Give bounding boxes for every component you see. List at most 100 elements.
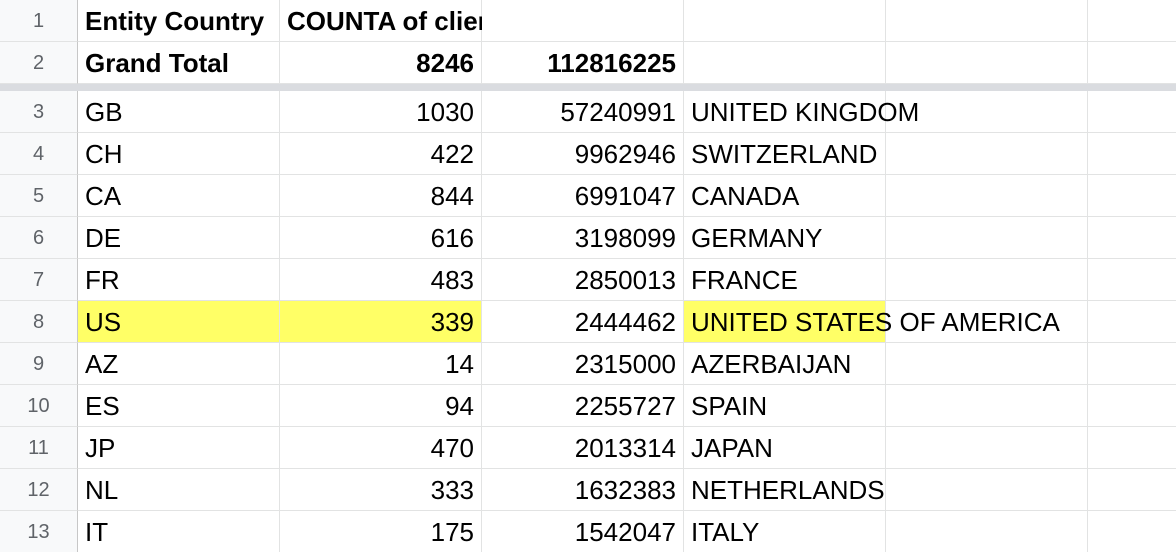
cell-count[interactable]: 14 [280,343,482,385]
cell-country-code[interactable]: NL [78,469,280,511]
cell-country-name[interactable]: UNITED STATES OF AMERICA [684,301,1060,343]
cell-a1[interactable]: Entity Country [78,0,280,42]
cell-country-name[interactable]: NETHERLANDS [684,469,886,511]
cell-value[interactable]: 3198099 [482,217,684,259]
row-header-2[interactable]: 2 [0,42,78,84]
cell-value[interactable]: 1632383 [482,469,684,511]
cell-f[interactable] [1088,343,1176,385]
cell-country-code[interactable]: IT [78,511,280,552]
cell-e[interactable] [886,469,1088,511]
cell-e[interactable] [886,301,1088,343]
cell-e2[interactable] [886,42,1088,84]
cell-country-code[interactable]: US [78,301,280,343]
cell-count[interactable]: 175 [280,511,482,552]
row-header[interactable]: 8 [0,301,78,343]
row-header[interactable]: 9 [0,343,78,385]
row-header-1[interactable]: 1 [0,0,78,42]
cell-d1[interactable] [684,0,886,42]
cell-f[interactable] [1088,91,1176,133]
cell-count[interactable]: 94 [280,385,482,427]
cell-count[interactable]: 844 [280,175,482,217]
cell-count[interactable]: 483 [280,259,482,301]
cell-country-name[interactable]: GERMANY [684,217,886,259]
cell-value[interactable]: 2315000 [482,343,684,385]
cell-f1[interactable] [1088,0,1176,42]
cell-value[interactable]: 57240991 [482,91,684,133]
row-header[interactable]: 12 [0,469,78,511]
cell-country-code[interactable]: AZ [78,343,280,385]
cell-count[interactable]: 616 [280,217,482,259]
cell-country-name[interactable]: JAPAN [684,427,886,469]
sheet-row-1: 1 Entity Country COUNTA of client.id [0,0,1176,42]
cell-e[interactable] [886,91,1088,133]
cell-e[interactable] [886,217,1088,259]
row-header[interactable]: 13 [0,511,78,552]
cell-f[interactable] [1088,301,1176,343]
cell-f[interactable] [1088,259,1176,301]
frozen-rows-divider[interactable] [0,84,1176,91]
cell-count[interactable]: 422 [280,133,482,175]
cell-count[interactable]: 339 [280,301,482,343]
row-header[interactable]: 6 [0,217,78,259]
cell-country-name[interactable]: SWITZERLAND [684,133,886,175]
cell-country-name[interactable]: AZERBAIJAN [684,343,886,385]
cell-e[interactable] [886,259,1088,301]
cell-d2[interactable] [684,42,886,84]
cell-value[interactable]: 2444462 [482,301,684,343]
row-header[interactable]: 10 [0,385,78,427]
cell-value[interactable]: 2255727 [482,385,684,427]
row-header[interactable]: 4 [0,133,78,175]
cell-c1[interactable] [482,0,684,42]
country-name-text: CANADA [691,180,800,211]
cell-b2[interactable]: 8246 [280,42,482,84]
sheet-row-7: 7 FR 483 2850013 FRANCE [0,259,1176,301]
cell-count[interactable]: 470 [280,427,482,469]
cell-f[interactable] [1088,469,1176,511]
cell-country-name[interactable]: FRANCE [684,259,886,301]
cell-c2[interactable]: 112816225 [482,42,684,84]
cell-f[interactable] [1088,427,1176,469]
cell-e[interactable] [886,343,1088,385]
cell-b1[interactable]: COUNTA of client.id [280,0,533,42]
cell-country-code[interactable]: ES [78,385,280,427]
cell-value[interactable]: 1542047 [482,511,684,552]
cell-e[interactable] [886,175,1088,217]
cell-country-code[interactable]: JP [78,427,280,469]
cell-f2[interactable] [1088,42,1176,84]
cell-a2[interactable]: Grand Total [78,42,280,84]
cell-f[interactable] [1088,133,1176,175]
cell-country-code[interactable]: CA [78,175,280,217]
cell-f[interactable] [1088,175,1176,217]
cell-country-code[interactable]: DE [78,217,280,259]
cell-country-code[interactable]: GB [78,91,280,133]
sheet-row-8: 8 US 339 2444462 UNITED STATES OF AMERIC… [0,301,1176,343]
cell-country-name[interactable]: SPAIN [684,385,886,427]
cell-country-name[interactable]: CANADA [684,175,886,217]
cell-f[interactable] [1088,217,1176,259]
cell-count[interactable]: 1030 [280,91,482,133]
row-header[interactable]: 7 [0,259,78,301]
sheet-row-11: 11 JP 470 2013314 JAPAN [0,427,1176,469]
sheet-row-10: 10 ES 94 2255727 SPAIN [0,385,1176,427]
row-header[interactable]: 11 [0,427,78,469]
row-header[interactable]: 5 [0,175,78,217]
cell-e[interactable] [886,133,1088,175]
cell-e[interactable] [886,511,1088,552]
cell-f[interactable] [1088,385,1176,427]
cell-f[interactable] [1088,511,1176,552]
cell-country-code[interactable]: CH [78,133,280,175]
cell-country-name[interactable]: ITALY [684,511,886,552]
cell-value[interactable]: 2850013 [482,259,684,301]
sheet-row-3: 3 GB 1030 57240991 UNITED KINGDOM [0,91,1176,133]
cell-value[interactable]: 6991047 [482,175,684,217]
row-header[interactable]: 3 [0,91,78,133]
cell-country-name[interactable]: UNITED KINGDOM [684,91,919,133]
cell-e1[interactable] [886,0,1088,42]
cell-e[interactable] [886,427,1088,469]
cell-e[interactable] [886,385,1088,427]
cell-value[interactable]: 2013314 [482,427,684,469]
cell-country-code[interactable]: FR [78,259,280,301]
cell-count[interactable]: 333 [280,469,482,511]
cell-value[interactable]: 9962946 [482,133,684,175]
